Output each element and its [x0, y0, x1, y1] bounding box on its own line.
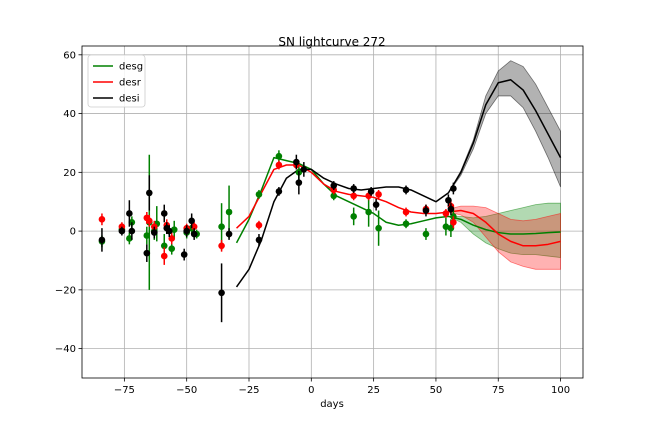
point-desi	[295, 179, 303, 186]
line-desi	[235, 79, 562, 288]
line-desr	[236, 164, 561, 247]
x-tick-label: −50	[176, 385, 197, 396]
point-desg	[330, 192, 338, 200]
point-desr	[402, 208, 410, 216]
plot-frame	[81, 45, 584, 379]
point-desi	[150, 229, 158, 236]
point-desg	[365, 208, 372, 216]
point-desi	[367, 188, 375, 195]
point-desg	[447, 224, 455, 232]
point-desi	[225, 230, 233, 238]
point-desr	[190, 223, 198, 230]
point-desi	[165, 227, 173, 235]
y-tick-label: 0	[70, 227, 76, 238]
point-desr	[350, 192, 357, 200]
point-desi	[98, 236, 106, 244]
x-tick-label: 25	[367, 385, 380, 396]
y-tick-label: 20	[63, 168, 76, 179]
x-tick-label: 50	[430, 385, 443, 396]
point-desr	[450, 218, 457, 226]
point-desi	[445, 196, 452, 204]
point-desr	[98, 216, 106, 223]
point-desr	[442, 210, 450, 217]
point-desi	[402, 186, 410, 194]
x-axis-ticks: −75 −50 −25 0 25 50 75 100	[114, 378, 570, 396]
point-desi	[422, 207, 430, 214]
point-desg	[225, 208, 233, 216]
point-desi	[145, 189, 153, 197]
x-tick-label: −25	[238, 385, 259, 396]
chart-title: SN lightcurve 272	[278, 35, 385, 49]
point-desi	[275, 188, 283, 195]
point-desg	[275, 152, 283, 160]
x-tick-label: −75	[114, 385, 135, 396]
legend-box	[87, 54, 146, 108]
point-desi	[190, 230, 198, 238]
model-lines	[235, 79, 562, 288]
line-desg	[235, 156, 561, 244]
point-desi	[118, 227, 126, 235]
point-desg	[143, 232, 151, 239]
point-desi	[447, 205, 455, 213]
point-desg	[350, 213, 357, 220]
point-desi	[255, 236, 263, 244]
point-desg	[160, 242, 168, 250]
y-tick-label: 40	[63, 109, 76, 120]
point-desg	[402, 220, 410, 228]
point-desi	[300, 166, 308, 173]
x-tick-label: 75	[492, 385, 505, 396]
point-desr	[255, 221, 263, 229]
band-desi	[448, 60, 561, 194]
x-axis-label: days	[320, 399, 344, 410]
point-desi	[293, 158, 300, 166]
legend-label-desi: desi	[119, 94, 140, 105]
point-desi	[183, 227, 190, 235]
point-desr	[218, 242, 225, 250]
point-desg	[170, 226, 178, 233]
point-desr	[145, 217, 153, 225]
legend: desg desr desi	[87, 54, 146, 108]
y-tick-label: −20	[55, 285, 76, 296]
point-desi	[350, 185, 357, 192]
point-desi	[218, 289, 225, 297]
point-desi	[143, 249, 151, 257]
point-desg	[442, 223, 450, 230]
y-tick-label: 60	[63, 50, 76, 61]
grid	[82, 46, 583, 378]
point-desg	[126, 235, 133, 242]
point-desg	[255, 191, 263, 198]
y-tick-label: −40	[55, 344, 76, 355]
legend-label-desr: desr	[119, 78, 142, 89]
point-desi	[160, 210, 168, 217]
x-tick-label: 0	[308, 385, 314, 396]
point-desi	[126, 210, 133, 217]
data-points	[98, 150, 457, 323]
point-desg	[422, 230, 430, 238]
point-desi	[188, 217, 195, 225]
point-desr	[168, 235, 176, 242]
legend-label-desg: desg	[119, 62, 143, 73]
y-axis-ticks: −40 −20 0 20 40 60	[55, 50, 82, 355]
point-desr	[275, 161, 283, 169]
point-desi	[128, 227, 136, 235]
point-desi	[450, 185, 457, 192]
point-desr	[375, 191, 382, 198]
point-desg	[218, 223, 225, 230]
point-desr	[160, 252, 168, 260]
point-desi	[180, 251, 188, 258]
point-desg	[168, 245, 176, 253]
point-desg	[375, 224, 382, 232]
point-desi	[330, 182, 338, 189]
x-tick-label: 100	[551, 385, 570, 396]
point-desi	[372, 201, 380, 208]
